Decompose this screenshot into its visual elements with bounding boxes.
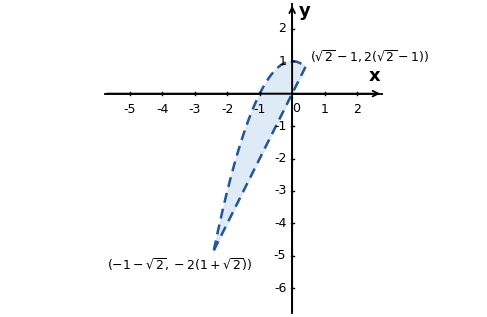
Text: -2: -2 bbox=[221, 103, 233, 116]
Text: -5: -5 bbox=[274, 249, 286, 262]
Text: 2: 2 bbox=[353, 103, 361, 116]
Text: 1: 1 bbox=[320, 103, 329, 116]
Text: $(\sqrt{2}-1, 2(\sqrt{2}-1))$: $(\sqrt{2}-1, 2(\sqrt{2}-1))$ bbox=[311, 49, 430, 65]
Text: 1: 1 bbox=[279, 55, 286, 68]
Text: -3: -3 bbox=[274, 184, 286, 197]
Text: 2: 2 bbox=[279, 22, 286, 35]
Text: -1: -1 bbox=[254, 103, 266, 116]
Text: -3: -3 bbox=[188, 103, 201, 116]
Text: -5: -5 bbox=[124, 103, 136, 116]
Text: $\mathbf{y}$: $\mathbf{y}$ bbox=[298, 4, 311, 23]
Text: -4: -4 bbox=[156, 103, 169, 116]
Text: -6: -6 bbox=[274, 282, 286, 295]
Text: 0: 0 bbox=[292, 102, 300, 115]
Text: -2: -2 bbox=[274, 152, 286, 165]
Text: -4: -4 bbox=[274, 217, 286, 230]
Text: $(-1-\sqrt{2}, -2(1+\sqrt{2}))$: $(-1-\sqrt{2}, -2(1+\sqrt{2}))$ bbox=[107, 256, 253, 273]
Text: $\mathbf{x}$: $\mathbf{x}$ bbox=[368, 67, 381, 85]
Text: -1: -1 bbox=[274, 120, 286, 133]
